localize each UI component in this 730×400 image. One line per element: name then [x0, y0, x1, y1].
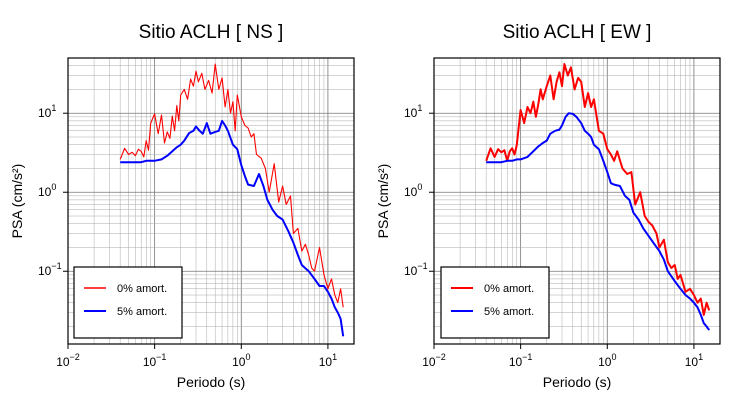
x-tick-label: 10−2 — [422, 352, 446, 369]
y-tick-label: 101 — [38, 103, 56, 120]
y-tick-label: 100 — [404, 182, 422, 199]
series-line-0 — [485, 63, 711, 316]
x-tick-label: 10−1 — [509, 352, 533, 369]
x-tick-label: 100 — [598, 352, 616, 369]
series-line-1 — [120, 119, 345, 337]
chart-panel-ns: Sitio ACLH [ NS ] 10−2 10−1 100 101 10−1 100… — [9, 22, 355, 390]
x-axis-ticks: 10−2 10−1 100 101 — [422, 344, 703, 369]
grid — [68, 58, 354, 344]
y-axis-ticks: 10−1 100 101 — [38, 103, 68, 278]
y-axis-label: PSA (cm/s²) — [375, 164, 391, 239]
x-tick-label: 101 — [685, 352, 703, 369]
x-tick-label: 100 — [232, 352, 250, 369]
x-axis-label: Periodo (s) — [177, 374, 245, 390]
plot-frame — [433, 57, 721, 345]
legend: 0% amort. 5% amort. — [73, 266, 183, 339]
legend-label-0: 0% amort. — [117, 283, 167, 295]
x-axis-label: Periodo (s) — [543, 374, 611, 390]
legend-label-0: 0% amort. — [484, 283, 534, 295]
chart-title: Sitio ACLH [ EW ] — [503, 22, 652, 43]
x-tick-label: 10−2 — [56, 352, 80, 369]
series-line-1 — [486, 112, 711, 331]
legend: 0% amort. 5% amort. — [440, 266, 550, 339]
x-tick-label: 10−1 — [143, 352, 167, 369]
y-axis-label: PSA (cm/s²) — [9, 164, 25, 239]
legend-label-1: 5% amort. — [484, 306, 534, 318]
legend-box — [73, 266, 183, 339]
series-line-0 — [119, 63, 344, 308]
chart-title: Sitio ACLH [ NS ] — [139, 22, 284, 43]
chart-panel-ew: Sitio ACLH [ EW ] 10−2 10−1 100 101 10−1 100… — [375, 22, 721, 390]
series-lines — [485, 63, 711, 331]
y-tick-label: 10−1 — [404, 261, 428, 278]
y-tick-label: 10−1 — [38, 261, 62, 278]
legend-box — [440, 266, 550, 339]
plot-frame — [67, 57, 355, 345]
x-tick-label: 101 — [319, 352, 337, 369]
series-lines — [119, 63, 345, 337]
y-axis-ticks: 10−1 100 101 — [404, 103, 434, 278]
y-tick-label: 100 — [38, 182, 56, 199]
legend-label-1: 5% amort. — [117, 306, 167, 318]
x-axis-ticks: 10−2 10−1 100 101 — [56, 344, 337, 369]
y-tick-label: 101 — [404, 103, 422, 120]
